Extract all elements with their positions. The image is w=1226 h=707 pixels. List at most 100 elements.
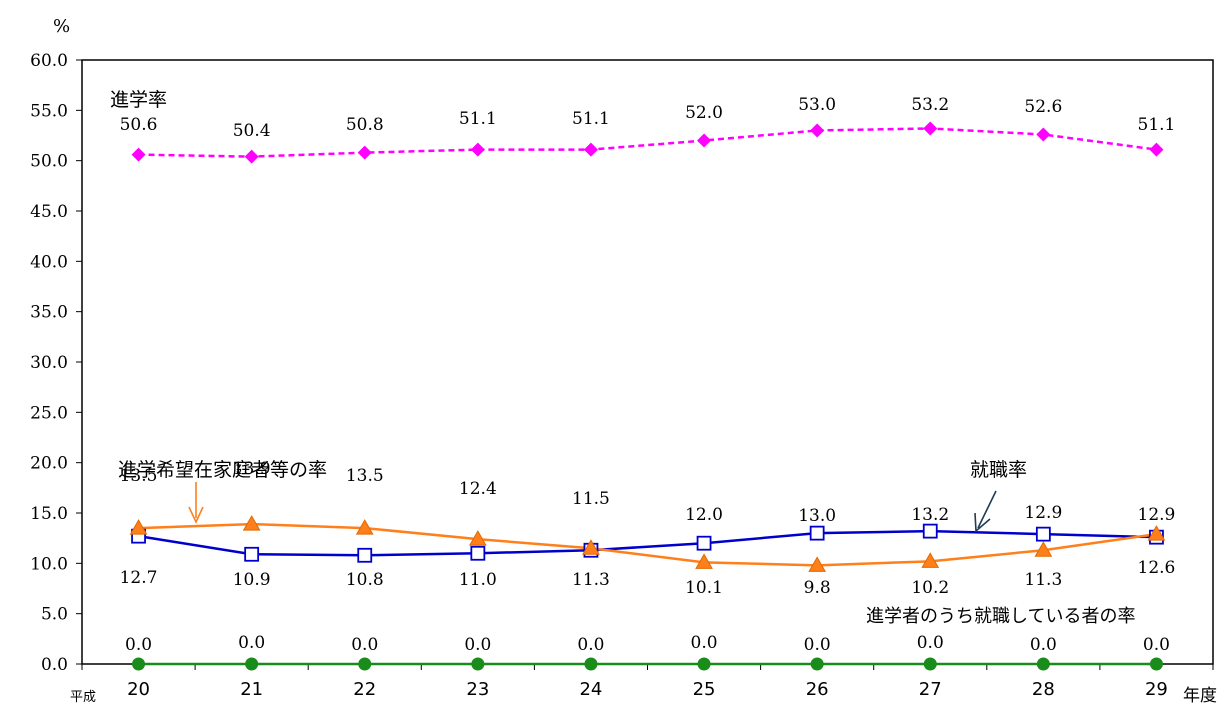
series-name-advancing-employed-rate: 進学者のうち就職している者の率: [866, 606, 1135, 627]
data-label: 13.2: [911, 505, 949, 525]
axes: 0.0 5.0 10.0 15.0 20.0 25.0 30.0 35.0 40.0 45.0 50…: [30, 16, 1217, 706]
marker-triangle: [1147, 525, 1166, 541]
marker-square: [470, 545, 486, 561]
x-tick-label: 24: [579, 679, 602, 700]
marker-circle: [584, 657, 598, 671]
marker-triangle: [129, 519, 148, 535]
y-tick-label: 50.0: [30, 152, 68, 172]
x-tick-label: 27: [919, 679, 942, 700]
marker-circle: [471, 657, 485, 671]
data-label: 0.0: [691, 633, 718, 653]
data-label: 12.9: [1138, 505, 1176, 525]
data-label: 0.0: [917, 633, 944, 653]
x-tick-label: 25: [693, 679, 716, 700]
marker-circle: [923, 657, 937, 671]
series-name-employment-rate: 就職率: [970, 459, 1027, 481]
data-label: 12.9: [1024, 503, 1062, 523]
x-suffix-label: 年度: [1183, 686, 1217, 706]
y-unit-label: %: [53, 16, 70, 37]
marker-diamond: [470, 142, 485, 157]
data-label: 10.9: [233, 570, 271, 590]
y-tick-label: 30.0: [30, 353, 68, 373]
data-label: 50.4: [233, 121, 271, 141]
x-tick-label: 29: [1145, 679, 1168, 700]
data-label: 9.8: [804, 578, 831, 598]
arrow-head-blue: [974, 512, 991, 533]
marker-triangle: [808, 556, 827, 572]
marker-square: [922, 523, 938, 539]
y-tick-label: 55.0: [30, 101, 68, 121]
data-label: 0.0: [1143, 635, 1170, 655]
x-tick-label: 20: [127, 679, 150, 700]
x-tick-label: 23: [466, 679, 489, 700]
series-line-1: [138, 529, 1157, 557]
marker-diamond: [583, 142, 598, 157]
data-label: 13.0: [798, 506, 836, 526]
y-tick-label: 5.0: [41, 605, 68, 625]
data-label: 12.0: [685, 505, 723, 525]
data-label: 0.0: [804, 635, 831, 655]
data-label: 0.0: [238, 633, 265, 653]
data-label: 13.5: [346, 466, 384, 486]
data-label: 10.1: [685, 578, 723, 598]
series-lines: [138, 127, 1157, 666]
series-line-0: [138, 127, 1157, 158]
x-tick-label: 22: [353, 679, 376, 700]
data-label: 53.0: [798, 95, 836, 115]
data-label: 51.1: [1138, 115, 1176, 135]
data-label: 12.7: [120, 568, 158, 588]
marker-diamond: [1149, 142, 1164, 157]
marker-diamond: [131, 147, 146, 162]
marker-circle: [1036, 657, 1050, 671]
marker-diamond: [1036, 127, 1051, 142]
data-label: 12.4: [459, 479, 497, 499]
marker-square: [1035, 526, 1051, 542]
y-tick-label: 60.0: [30, 51, 68, 71]
data-label: 0.0: [577, 635, 604, 655]
series-line-2: [138, 522, 1157, 567]
data-label: 0.0: [125, 635, 152, 655]
data-label: 11.3: [1024, 570, 1062, 590]
y-tick-label: 15.0: [30, 504, 68, 524]
data-label: 50.8: [346, 115, 384, 135]
marker-diamond: [357, 145, 372, 160]
x-tick-label: 21: [240, 679, 263, 700]
arrow-line-blue: [977, 490, 997, 529]
y-tick-label: 20.0: [30, 454, 68, 474]
data-label: 10.8: [346, 570, 384, 590]
data-label: 11.5: [572, 489, 610, 509]
data-label: 11.0: [459, 570, 497, 590]
data-label: 10.2: [911, 578, 949, 598]
marker-circle: [1149, 657, 1163, 671]
marker-triangle: [468, 530, 487, 546]
marker-circle: [358, 657, 372, 671]
series-name-home-rate: 進学希望在家庭者等の率: [118, 459, 327, 481]
marker-diamond: [810, 123, 825, 138]
data-label: 0.0: [464, 635, 491, 655]
arrow-head-orange: [188, 506, 204, 524]
y-tick-label: 10.0: [30, 554, 68, 574]
data-label: 0.0: [1030, 635, 1057, 655]
marker-diamond: [697, 133, 712, 148]
marker-triangle: [1034, 541, 1053, 557]
data-label: 13.5: [120, 466, 158, 486]
marker-triangle: [921, 552, 940, 568]
marker-triangle: [355, 519, 374, 535]
data-label: 51.1: [572, 109, 610, 129]
marker-triangle: [242, 515, 261, 531]
data-label: 53.2: [911, 95, 949, 115]
marker-triangle: [695, 553, 713, 569]
data-label: 50.6: [120, 115, 158, 135]
y-tick-label: 45.0: [30, 202, 68, 222]
data-label: 0.0: [351, 635, 378, 655]
data-label: 13.9: [233, 459, 271, 479]
marker-triangle: [582, 539, 600, 555]
marker-diamond: [244, 149, 259, 164]
marker-circle: [245, 657, 259, 671]
marker-diamond: [923, 121, 938, 136]
marker-square: [244, 546, 260, 562]
y-tick-label: 0.0: [41, 655, 68, 675]
marker-square: [809, 525, 825, 541]
series-name-advancement-rate: 進学率: [110, 89, 167, 111]
